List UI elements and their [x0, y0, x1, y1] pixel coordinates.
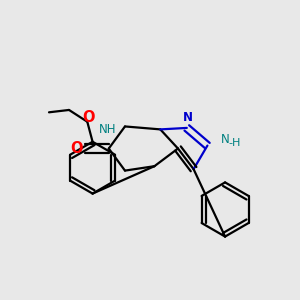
Text: NH: NH	[99, 123, 117, 136]
Text: O: O	[82, 110, 95, 125]
Text: O: O	[70, 141, 82, 156]
Text: -H: -H	[228, 138, 241, 148]
Text: N: N	[183, 111, 193, 124]
Text: N: N	[221, 133, 230, 146]
